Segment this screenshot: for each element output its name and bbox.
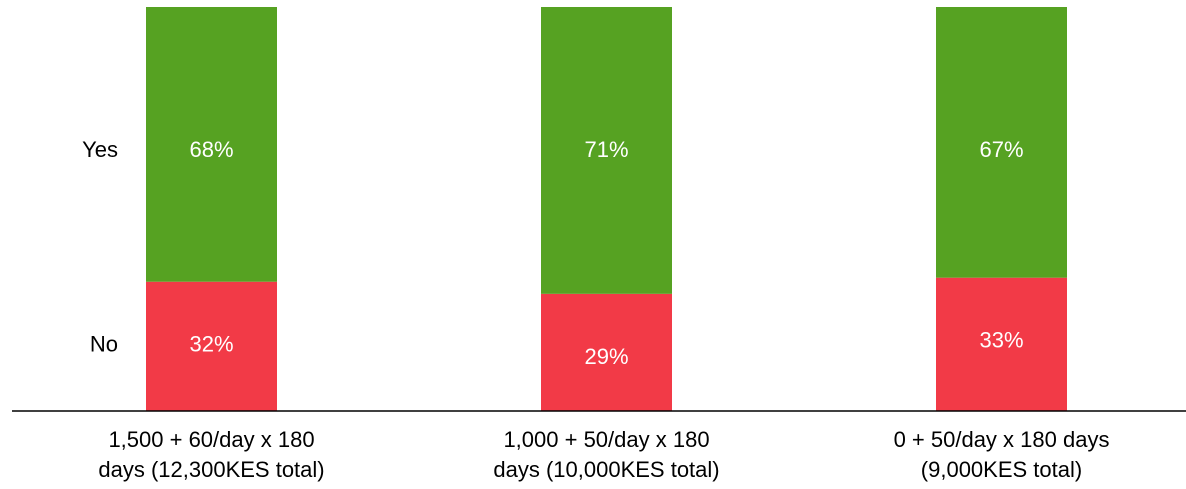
- category-label-3-line-1: 0 + 50/day x 180 days: [894, 427, 1110, 452]
- series-label-no: No: [90, 332, 118, 357]
- bar-yes-1: [146, 7, 277, 282]
- series-labels-group: No Yes: [82, 137, 118, 357]
- category-label-1-line-1: 1,500 + 60/day x 180: [108, 427, 314, 452]
- data-label-no-1: 32%: [189, 332, 233, 357]
- bar-no-3: [936, 277, 1067, 411]
- category-label-3-line-2: (9,000KES total): [921, 457, 1082, 482]
- bar-no-1: [146, 281, 277, 411]
- data-label-no-3: 33%: [979, 328, 1023, 353]
- data-label-yes-2: 71%: [584, 137, 628, 162]
- data-label-no-2: 29%: [584, 344, 628, 369]
- data-label-yes-1: 68%: [189, 137, 233, 162]
- bar-yes-2: [541, 7, 672, 294]
- series-label-yes: Yes: [82, 137, 118, 162]
- category-label-2-line-1: 1,000 + 50/day x 180: [503, 427, 709, 452]
- bars-group: 32% 68% 29% 71% 33% 67%: [146, 7, 1067, 411]
- category-labels-group: 1,500 + 60/day x 180 days (12,300KES tota…: [98, 427, 1109, 482]
- category-label-1-line-2: days (12,300KES total): [98, 457, 324, 482]
- bar-yes-3: [936, 7, 1067, 278]
- category-label-2-line-2: days (10,000KES total): [493, 457, 719, 482]
- bar-no-2: [541, 293, 672, 411]
- data-label-yes-3: 67%: [979, 137, 1023, 162]
